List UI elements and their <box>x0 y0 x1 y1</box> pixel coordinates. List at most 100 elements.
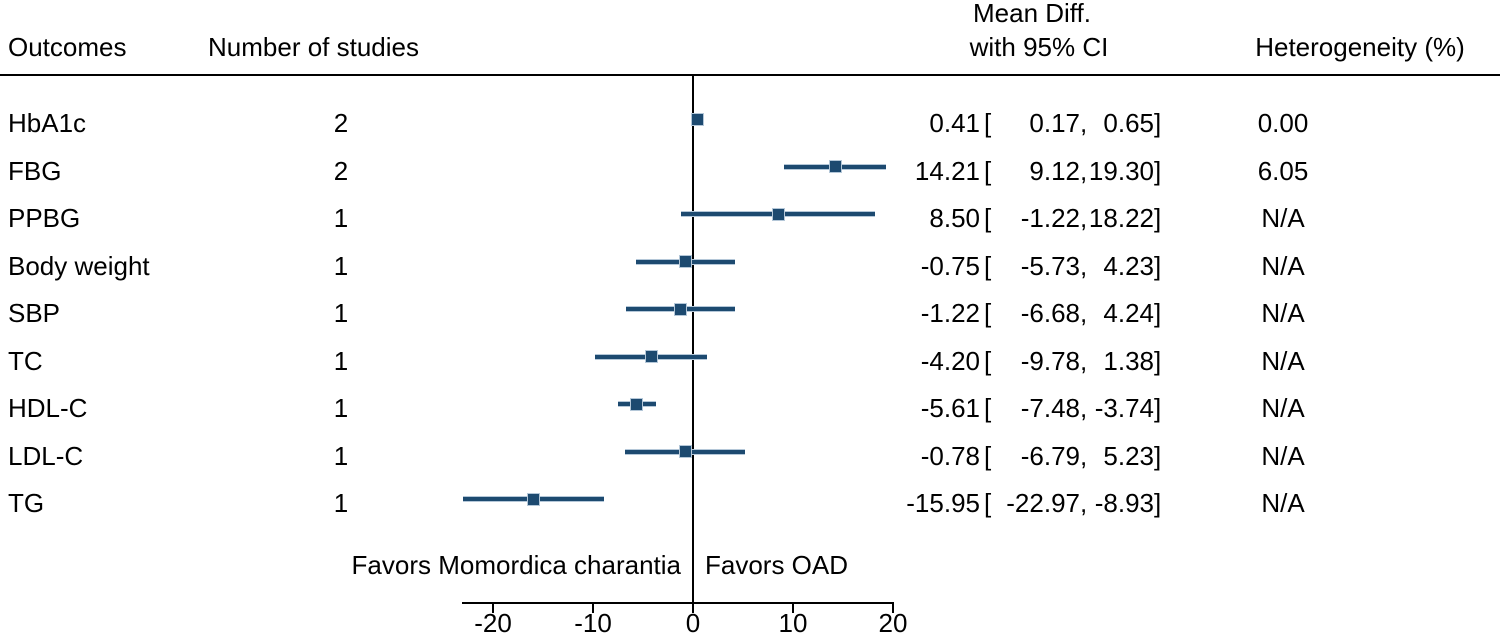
study-count: 1 <box>333 440 349 471</box>
study-count: 1 <box>333 298 349 328</box>
heterogeneity-value: N/A <box>1261 393 1305 423</box>
ci-comma: , <box>1080 108 1088 138</box>
header-number-of-studies: Number of studies <box>208 32 419 62</box>
axis-tick-label: 10 <box>778 608 808 638</box>
mean-diff-value: -1.22 <box>920 298 980 328</box>
open-bracket: [ <box>984 488 992 518</box>
axis-tick-label: -10 <box>574 608 612 638</box>
ci-upper-value: 5.23 <box>1103 440 1154 471</box>
mean-diff-value: -0.75 <box>920 250 980 281</box>
header-divider-line <box>0 74 1500 76</box>
outcome-label: HbA1c <box>8 108 87 138</box>
outcome-label: Body weight <box>8 250 150 281</box>
axis-tick <box>792 604 794 613</box>
favors-left-label: Favors Momordica charantia <box>351 550 681 580</box>
study-count: 1 <box>333 203 349 233</box>
study-count: 1 <box>333 250 349 281</box>
axis-tick <box>692 604 694 613</box>
close-bracket: ] <box>1154 298 1162 328</box>
zero-reference-line <box>692 76 694 603</box>
study-count: 2 <box>333 155 349 186</box>
ci-comma: , <box>1080 488 1088 518</box>
x-axis-line <box>462 602 894 604</box>
ci-lower-value: -1.22 <box>1020 203 1080 233</box>
study-count: 1 <box>333 393 349 423</box>
effect-marker <box>828 160 842 173</box>
effect-marker <box>690 112 704 126</box>
header-heterogeneity: Heterogeneity (%) <box>1255 32 1465 62</box>
effect-marker <box>644 350 658 363</box>
ci-upper-value: -8.93 <box>1094 488 1154 518</box>
ci-comma: , <box>1080 345 1088 376</box>
ci-comma: , <box>1080 250 1088 281</box>
ci-lower-value: -6.79 <box>1020 440 1080 471</box>
mean-diff-value: -0.78 <box>920 440 980 471</box>
study-count: 1 <box>333 488 349 518</box>
effect-marker <box>771 207 785 221</box>
header-outcomes: Outcomes <box>8 32 127 62</box>
mean-diff-value: -15.95 <box>906 488 980 518</box>
study-count: 1 <box>333 345 349 376</box>
outcome-label: TG <box>8 488 45 518</box>
ci-lower-value: -7.48 <box>1020 393 1080 423</box>
effect-estimate-text: 0.41[0.17, 0.65] <box>880 106 1166 140</box>
axis-tick <box>492 604 494 613</box>
axis-tick-label: 20 <box>878 608 908 638</box>
ci-comma: , <box>1080 393 1088 423</box>
heterogeneity-value: 6.05 <box>1257 155 1309 186</box>
ci-upper-value: 19.30 <box>1088 155 1154 186</box>
open-bracket: [ <box>984 250 992 281</box>
close-bracket: ] <box>1154 488 1162 518</box>
ci-upper-value: 4.23 <box>1103 250 1154 281</box>
effect-estimate-text: -5.61[ -7.48, -3.74] <box>880 391 1166 425</box>
open-bracket: [ <box>984 393 992 423</box>
open-bracket: [ <box>984 203 992 233</box>
ci-lower-value: -22.97 <box>1006 488 1080 518</box>
close-bracket: ] <box>1154 393 1162 423</box>
open-bracket: [ <box>984 345 992 376</box>
ci-upper-value: 4.24 <box>1103 298 1154 328</box>
ci-comma: , <box>1080 203 1088 233</box>
outcome-label: TC <box>8 345 43 376</box>
favors-right-label: Favors OAD <box>705 550 849 580</box>
open-bracket: [ <box>984 298 992 328</box>
study-count: 2 <box>333 108 349 138</box>
heterogeneity-value: 0.00 <box>1257 108 1309 138</box>
ci-upper-value: -3.74 <box>1094 393 1154 423</box>
heterogeneity-value: N/A <box>1261 250 1305 281</box>
heterogeneity-value: N/A <box>1261 488 1305 518</box>
ci-comma: , <box>1080 298 1088 328</box>
mean-diff-value: -4.20 <box>920 345 980 376</box>
outcome-label: FBG <box>8 155 62 186</box>
ci-comma: , <box>1080 440 1088 471</box>
effect-marker <box>674 302 688 316</box>
outcome-label: SBP <box>8 298 61 328</box>
outcome-label: LDL-C <box>8 440 84 471</box>
outcome-label: HDL-C <box>8 393 88 423</box>
mean-diff-value: 0.41 <box>929 108 980 138</box>
axis-tick-label: -20 <box>474 608 512 638</box>
effect-marker <box>679 255 692 268</box>
ci-lower-value: 0.17 <box>1029 108 1080 138</box>
header-mean-diff-line2: with 95% CI <box>969 32 1109 62</box>
open-bracket: [ <box>984 155 992 186</box>
ci-upper-value: 1.38 <box>1103 345 1154 376</box>
effect-marker <box>527 492 540 506</box>
heterogeneity-value: N/A <box>1261 298 1305 328</box>
ci-upper-value: 18.22 <box>1088 203 1154 233</box>
outcome-label: PPBG <box>8 203 81 233</box>
close-bracket: ] <box>1154 155 1162 186</box>
ci-lower-value: -9.78 <box>1020 345 1080 376</box>
ci-comma: , <box>1080 155 1088 186</box>
mean-diff-value: 8.50 <box>929 203 980 233</box>
close-bracket: ] <box>1154 345 1162 376</box>
header-mean-diff-line1: Mean Diff. <box>972 0 1091 28</box>
effect-estimate-text: -15.95[ -22.97, -8.93] <box>880 486 1166 520</box>
ci-lower-value: 9.12 <box>1029 155 1080 186</box>
close-bracket: ] <box>1154 108 1162 138</box>
heterogeneity-value: N/A <box>1261 345 1305 376</box>
effect-estimate-text: -0.75[-5.73, 4.23] <box>880 249 1166 283</box>
mean-diff-value: -5.61 <box>920 393 980 423</box>
close-bracket: ] <box>1154 203 1162 233</box>
